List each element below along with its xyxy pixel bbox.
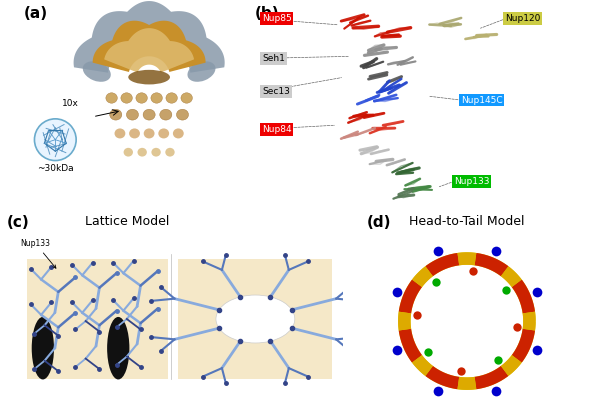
Text: Nup133: Nup133 [454,177,489,186]
Ellipse shape [126,109,138,120]
Ellipse shape [124,148,133,156]
Circle shape [34,119,76,161]
Ellipse shape [151,93,163,103]
Text: ~30kDa: ~30kDa [37,164,74,173]
Polygon shape [104,28,194,73]
Ellipse shape [187,61,216,82]
Ellipse shape [144,128,155,138]
Text: Head-to-Tail Model: Head-to-Tail Model [409,215,525,228]
Ellipse shape [138,148,147,156]
Text: Nup133: Nup133 [21,239,56,268]
Text: Nup145C: Nup145C [461,95,502,105]
Circle shape [216,295,295,343]
Text: Nup85: Nup85 [262,14,292,23]
Ellipse shape [143,109,155,120]
Ellipse shape [128,70,170,84]
Text: Nup120: Nup120 [505,14,541,23]
Ellipse shape [32,317,54,379]
Text: Sec13: Sec13 [262,87,290,96]
Text: 10x: 10x [61,99,79,108]
Ellipse shape [83,61,111,82]
Text: (c): (c) [7,215,30,230]
Ellipse shape [173,128,184,138]
Ellipse shape [160,109,172,120]
Text: Seh1: Seh1 [262,54,285,63]
Ellipse shape [121,93,132,103]
Text: (a): (a) [24,6,48,21]
Ellipse shape [165,148,175,156]
Ellipse shape [177,109,189,120]
Ellipse shape [166,93,177,103]
Ellipse shape [115,128,125,138]
Ellipse shape [129,128,140,138]
Ellipse shape [151,148,161,156]
Text: Nup84: Nup84 [262,125,291,134]
Text: (d): (d) [367,215,391,230]
Bar [27,259,168,379]
Ellipse shape [110,109,122,120]
Ellipse shape [136,93,147,103]
Polygon shape [74,1,225,73]
Ellipse shape [107,317,129,379]
Polygon shape [93,21,206,72]
Text: (b): (b) [255,6,280,21]
Ellipse shape [158,128,169,138]
Ellipse shape [181,93,193,103]
Text: Lattice Model: Lattice Model [85,215,169,228]
Bar [178,259,333,379]
Ellipse shape [106,93,118,103]
